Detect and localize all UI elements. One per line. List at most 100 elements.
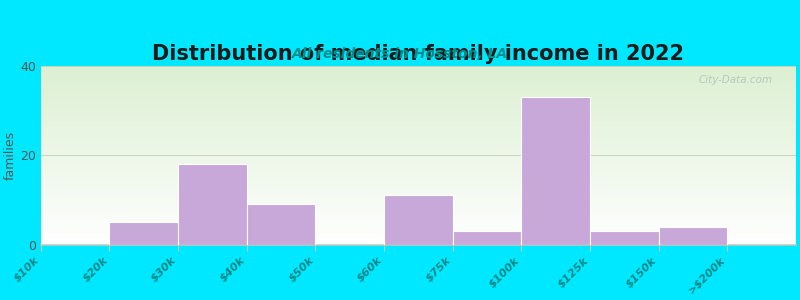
- Bar: [41, 195, 796, 196]
- Bar: [41, 212, 796, 213]
- Bar: [41, 88, 796, 89]
- Bar: [41, 157, 796, 158]
- Bar: [41, 151, 796, 152]
- Bar: [41, 128, 796, 129]
- Bar: [41, 173, 796, 174]
- Bar: [41, 125, 796, 126]
- Bar: [41, 163, 796, 164]
- Title: Distribution of median family income in 2022: Distribution of median family income in …: [152, 44, 684, 64]
- Bar: [41, 208, 796, 209]
- Bar: [41, 210, 796, 211]
- Bar: [41, 171, 796, 172]
- Bar: [41, 167, 796, 168]
- Bar: [41, 209, 796, 210]
- Bar: [41, 79, 796, 80]
- Bar: [522, 97, 590, 244]
- Bar: [41, 113, 796, 114]
- Bar: [41, 103, 796, 104]
- Bar: [41, 84, 796, 85]
- Bar: [41, 129, 796, 130]
- Bar: [41, 141, 796, 142]
- Bar: [41, 135, 796, 136]
- Bar: [41, 143, 796, 144]
- Bar: [41, 215, 796, 216]
- Bar: [41, 132, 796, 133]
- Bar: [41, 124, 796, 125]
- Bar: [41, 228, 796, 229]
- Bar: [41, 207, 796, 208]
- Bar: [41, 127, 796, 128]
- Bar: [41, 186, 796, 187]
- Bar: [41, 183, 796, 184]
- Bar: [41, 214, 796, 215]
- Bar: [41, 219, 796, 220]
- Bar: [41, 234, 796, 235]
- Y-axis label: families: families: [4, 131, 17, 180]
- Bar: [41, 180, 796, 181]
- Bar: [41, 227, 796, 228]
- Bar: [41, 97, 796, 98]
- Bar: [41, 147, 796, 148]
- Bar: [41, 72, 796, 73]
- Bar: [110, 222, 178, 244]
- Bar: [41, 108, 796, 109]
- Bar: [41, 134, 796, 135]
- Bar: [41, 81, 796, 82]
- Bar: [41, 192, 796, 193]
- Bar: [41, 142, 796, 143]
- Bar: [41, 200, 796, 201]
- Bar: [41, 105, 796, 106]
- Bar: [41, 199, 796, 200]
- Bar: [41, 152, 796, 153]
- Bar: [41, 164, 796, 165]
- Bar: [41, 226, 796, 227]
- Bar: [41, 222, 796, 223]
- Bar: [41, 109, 796, 110]
- Bar: [41, 92, 796, 93]
- Bar: [41, 158, 796, 159]
- Bar: [41, 184, 796, 185]
- Bar: [41, 170, 796, 171]
- Bar: [41, 201, 796, 202]
- Bar: [41, 211, 796, 212]
- Bar: [41, 204, 796, 205]
- Bar: [41, 239, 796, 240]
- Bar: [41, 90, 796, 91]
- Bar: [41, 133, 796, 134]
- Bar: [41, 160, 796, 161]
- Bar: [41, 181, 796, 182]
- Bar: [41, 75, 796, 76]
- Bar: [41, 161, 796, 162]
- Bar: [41, 225, 796, 226]
- Bar: [41, 179, 796, 180]
- Bar: [41, 156, 796, 157]
- Bar: [41, 233, 796, 234]
- Bar: [41, 87, 796, 88]
- Bar: [41, 205, 796, 206]
- Bar: [41, 238, 796, 239]
- Bar: [41, 116, 796, 117]
- Bar: [41, 243, 796, 244]
- Bar: [41, 68, 796, 69]
- Bar: [41, 94, 796, 95]
- Bar: [41, 236, 796, 237]
- Bar: [41, 229, 796, 230]
- Bar: [41, 169, 796, 170]
- Bar: [41, 95, 796, 96]
- Bar: [41, 144, 796, 145]
- Text: City-Data.com: City-Data.com: [699, 75, 773, 85]
- Bar: [41, 172, 796, 173]
- Bar: [41, 203, 796, 204]
- Bar: [41, 89, 796, 90]
- Bar: [41, 242, 796, 243]
- Bar: [41, 187, 796, 188]
- Bar: [41, 77, 796, 78]
- Bar: [41, 82, 796, 83]
- Bar: [41, 98, 796, 99]
- Bar: [41, 188, 796, 189]
- Bar: [41, 117, 796, 118]
- Bar: [41, 91, 796, 92]
- Bar: [41, 213, 796, 214]
- Bar: [41, 168, 796, 169]
- Bar: [41, 178, 796, 179]
